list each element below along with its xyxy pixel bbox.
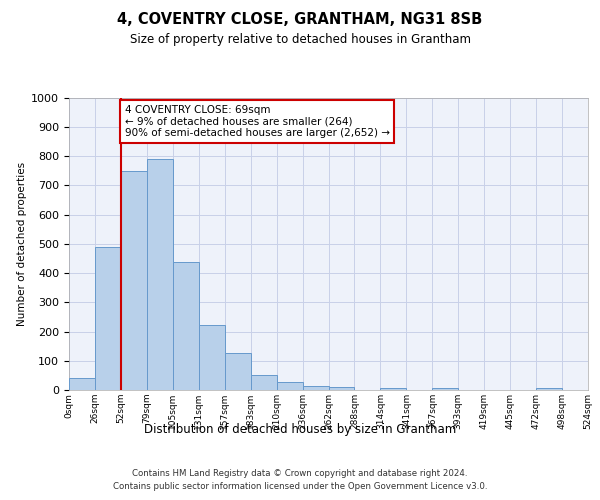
Bar <box>95 246 121 390</box>
Text: Size of property relative to detached houses in Grantham: Size of property relative to detached ho… <box>130 32 470 46</box>
Y-axis label: Number of detached properties: Number of detached properties <box>17 162 27 326</box>
Text: Distribution of detached houses by size in Grantham: Distribution of detached houses by size … <box>144 422 456 436</box>
Bar <box>69 378 95 390</box>
Bar <box>225 353 251 390</box>
Bar <box>302 386 329 390</box>
Bar <box>173 262 199 390</box>
Text: Contains public sector information licensed under the Open Government Licence v3: Contains public sector information licen… <box>113 482 487 491</box>
Bar <box>536 388 562 390</box>
Bar <box>380 388 406 390</box>
Bar <box>433 388 458 390</box>
Bar <box>277 382 302 390</box>
Bar <box>199 325 224 390</box>
Bar <box>251 375 277 390</box>
Bar <box>147 159 173 390</box>
Text: 4, COVENTRY CLOSE, GRANTHAM, NG31 8SB: 4, COVENTRY CLOSE, GRANTHAM, NG31 8SB <box>118 12 482 28</box>
Bar <box>329 387 355 390</box>
Text: Contains HM Land Registry data © Crown copyright and database right 2024.: Contains HM Land Registry data © Crown c… <box>132 468 468 477</box>
Text: 4 COVENTRY CLOSE: 69sqm
← 9% of detached houses are smaller (264)
90% of semi-de: 4 COVENTRY CLOSE: 69sqm ← 9% of detached… <box>125 105 390 138</box>
Bar <box>121 170 147 390</box>
